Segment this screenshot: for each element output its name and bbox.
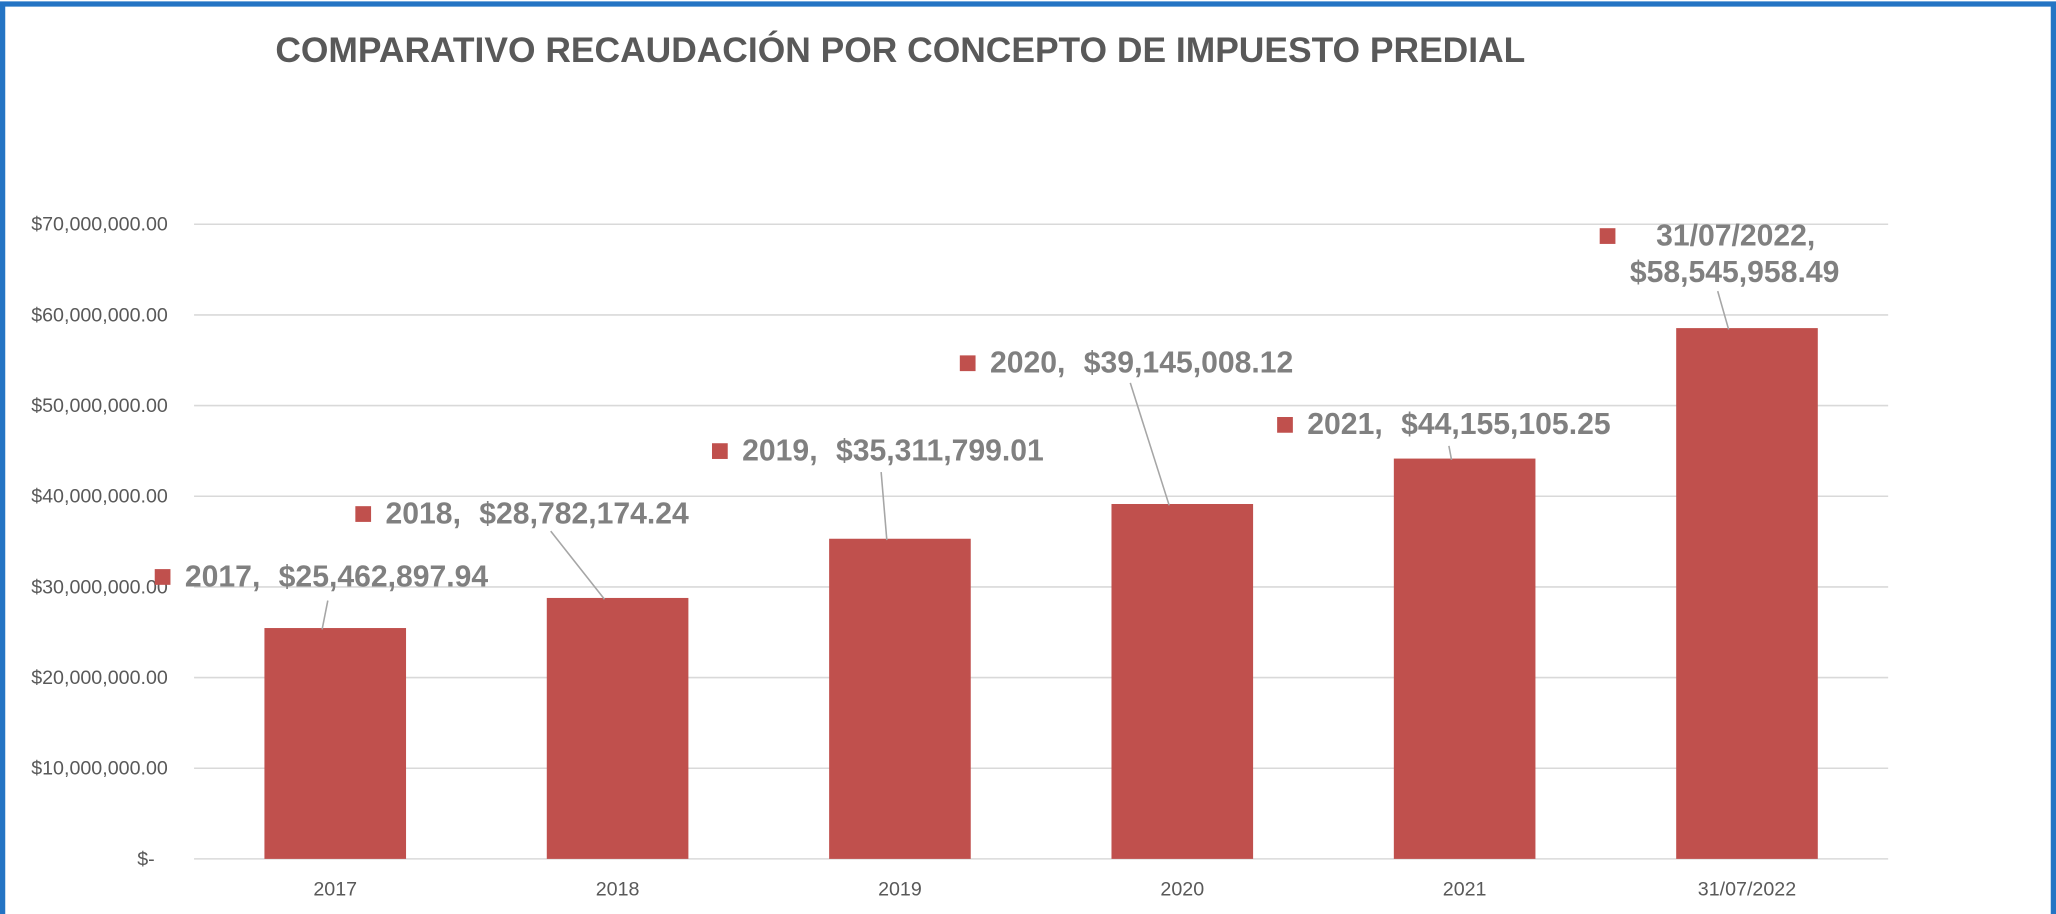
x-tick-label: 2018 (596, 879, 640, 901)
data-label-separator: , (1807, 219, 1815, 252)
x-tick-label: 31/07/2022 (1698, 879, 1796, 901)
x-tick-label: 2019 (878, 879, 922, 901)
y-tick-label: $50,000,000.00 (31, 395, 168, 417)
x-tick-label: 2020 (1160, 879, 1204, 901)
bar (546, 597, 689, 859)
bar (1393, 458, 1536, 859)
leader-line (550, 530, 606, 600)
y-tick-label: $30,000,000.00 (31, 576, 168, 598)
data-label-value: $44,155,105.25 (1401, 408, 1611, 441)
data-label-separator: , (1057, 347, 1065, 380)
bar (264, 628, 407, 859)
bar (1676, 328, 1818, 859)
data-label-separator: , (252, 560, 260, 593)
data-label-category: 2019 (742, 434, 809, 467)
data-label-separator: , (453, 497, 461, 530)
y-tick-label: $- (137, 848, 154, 870)
label-key (1599, 228, 1616, 244)
data-label-value: $39,145,008.12 (1084, 347, 1294, 380)
y-tick-label: $40,000,000.00 (31, 486, 168, 508)
data-label: 2018, $28,782,174.24 (386, 497, 690, 530)
data-label-category: 2018 (386, 497, 453, 530)
data-label-value: $25,462,897.94 (279, 560, 489, 593)
leader-line (1448, 445, 1453, 461)
label-key (355, 506, 372, 522)
y-tick-label: $70,000,000.00 (31, 214, 168, 236)
data-label-category: 31/07/2022 (1656, 219, 1807, 252)
data-label-separator: , (809, 434, 817, 467)
y-tick-label: $10,000,000.00 (31, 758, 168, 780)
bar (1111, 503, 1254, 859)
data-label: 2017, $25,462,897.94 (185, 560, 489, 593)
data-label: 2020, $39,145,008.12 (990, 347, 1293, 380)
data-label-category: 2017 (185, 560, 252, 593)
label-key (1277, 417, 1293, 433)
leader-line (1129, 382, 1170, 506)
data-label: 2019, $35,311,799.01 (742, 434, 1044, 467)
x-tick-label: 2017 (313, 879, 357, 901)
label-key (959, 355, 976, 372)
data-label: 31/07/2022, (1656, 219, 1815, 252)
y-tick-label: $20,000,000.00 (31, 667, 168, 689)
data-label-category: 2021 (1307, 408, 1374, 441)
y-tick-label: $60,000,000.00 (31, 304, 168, 326)
leader-line (321, 600, 329, 630)
x-tick-label: 2021 (1443, 879, 1487, 901)
bar (829, 538, 971, 859)
data-label-category: 2020 (990, 347, 1057, 380)
data-label: $58,545,958.49 (1630, 256, 1840, 289)
label-key (711, 443, 728, 459)
label-key (154, 569, 171, 585)
data-label-value: $35,311,799.01 (836, 434, 1044, 467)
chart-title: COMPARATIVO RECAUDACIÓN POR CONCEPTO DE … (275, 30, 1525, 70)
data-label-separator: , (1374, 408, 1382, 441)
data-label-value: $28,782,174.24 (479, 497, 689, 530)
leader-line (880, 472, 888, 541)
leader-line (1716, 290, 1730, 330)
data-label: 2021, $44,155,105.25 (1307, 408, 1610, 441)
